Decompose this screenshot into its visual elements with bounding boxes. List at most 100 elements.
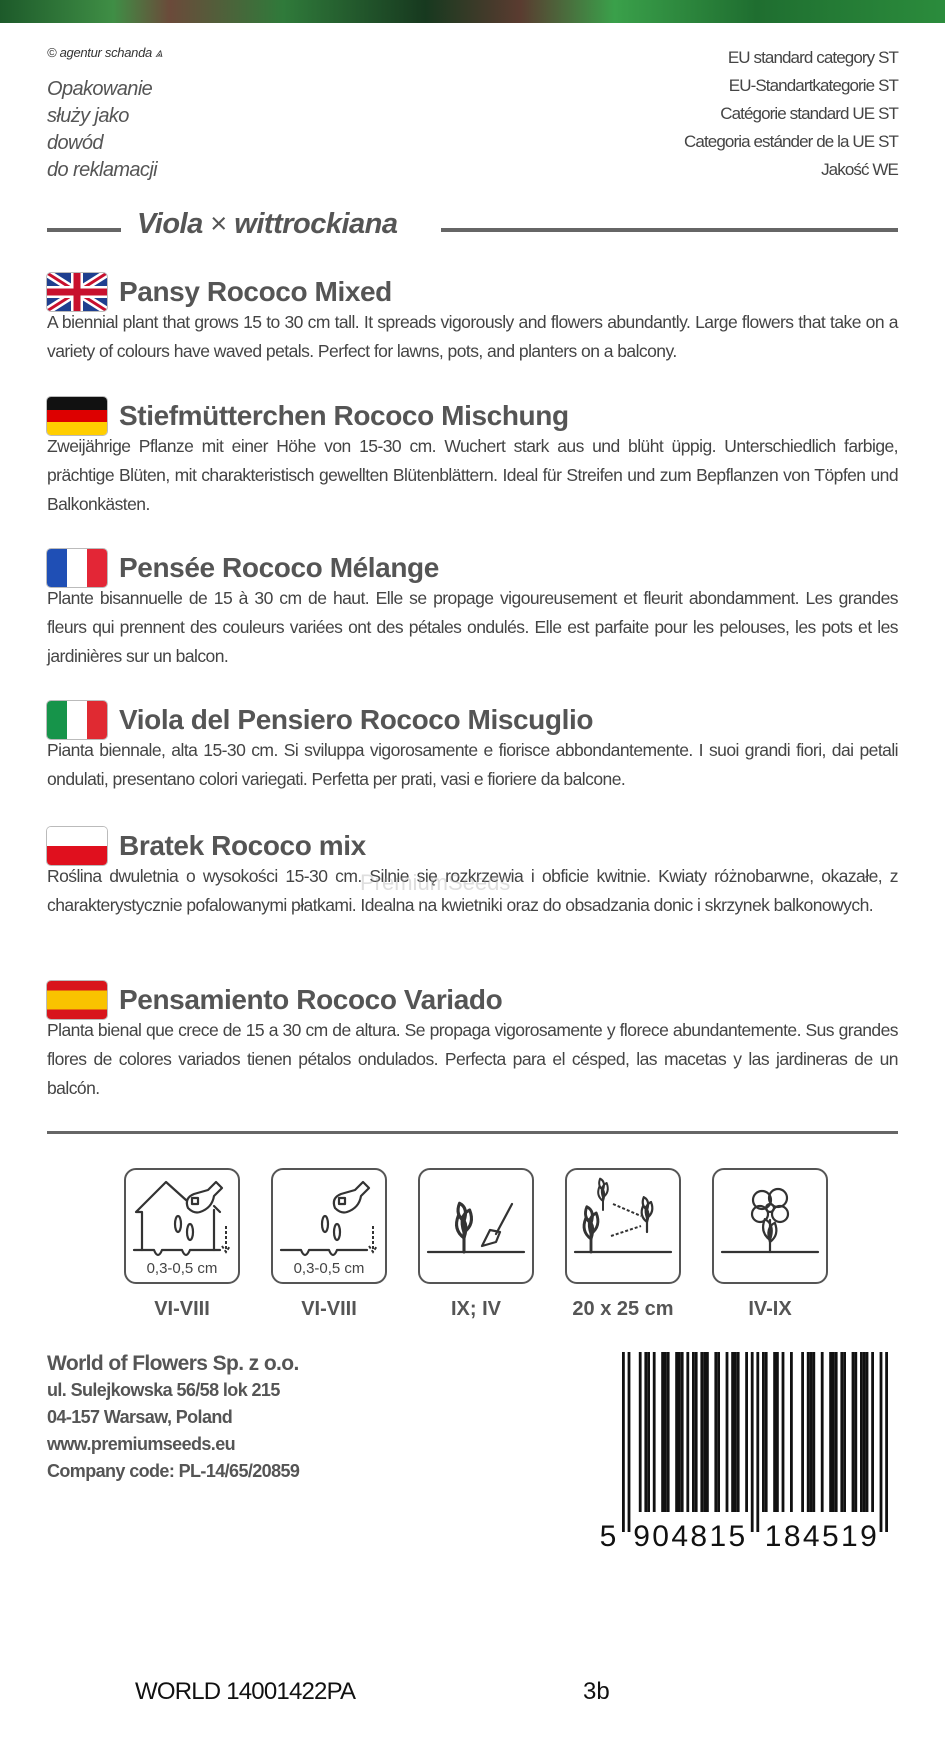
sowing-outdoor-icon: 0,3-0,5 cm <box>271 1168 387 1284</box>
barcode: 5 904815 184519 <box>600 1352 888 1550</box>
barcode-bar <box>714 1352 718 1512</box>
divider <box>47 1131 898 1134</box>
section-text: Plante bisannuelle de 15 à 30 cm de haut… <box>47 588 899 666</box>
plant-spacing-icon <box>565 1168 681 1284</box>
barcode-bar <box>820 1352 824 1512</box>
section-header: Pensamiento Rococo Variado <box>47 980 898 1020</box>
barcode-bar <box>686 1352 690 1512</box>
italy-flag-icon <box>47 701 107 739</box>
note-line: dowód <box>47 132 104 154</box>
product-photo-strip <box>0 0 945 23</box>
barcode-bar <box>717 1352 720 1512</box>
barcode-bar <box>790 1352 793 1512</box>
company-city: 04-157 Warsaw, Poland <box>47 1407 233 1427</box>
poland-flag-icon <box>47 827 107 865</box>
barcode-bar <box>652 1352 656 1512</box>
section-title: Pensamiento Rococo Variado <box>119 984 503 1015</box>
section-text: Zweijährige Pflanze mit einer Höhe von 1… <box>47 436 899 514</box>
barcode-bar <box>806 1352 810 1512</box>
barcode-bar <box>622 1352 625 1532</box>
barcode-bar <box>851 1352 855 1512</box>
spain-flag-icon <box>47 981 107 1019</box>
section-text: Pianta biennale, alta 15-30 cm. Si svilu… <box>47 740 899 789</box>
barcode-bar <box>764 1352 768 1512</box>
sowing-depth: 0,3-0,5 cm <box>147 1260 218 1277</box>
section-header: Stiefmütterchen Rococo Mischung <box>47 396 898 436</box>
divider <box>441 228 898 232</box>
company-info: World of Flowers Sp. z o.o. ul. Sulejkow… <box>47 1350 300 1485</box>
barcode-bar <box>776 1352 779 1512</box>
barcode-bar <box>661 1352 664 1512</box>
company-website: www.premiumseeds.eu <box>47 1434 236 1454</box>
lot-number: 3b <box>583 1678 610 1705</box>
barcode-bar <box>781 1352 785 1512</box>
barcode-digits-left: 904815 <box>633 1520 745 1550</box>
note-line: Opakowanie <box>47 78 153 100</box>
section-header: Pansy Rococo Mixed <box>47 272 898 312</box>
eu-line: Jakość WE <box>821 160 899 179</box>
barcode-bar <box>750 1352 754 1532</box>
photo-credit: © agentur schanda ⩓ <box>47 45 163 60</box>
icon-label: IV-IX <box>748 1298 792 1320</box>
transplanting-icon <box>418 1168 534 1284</box>
note-line: do reklamacji <box>47 159 158 181</box>
company-code: Company code: PL-14/65/20859 <box>47 1461 300 1481</box>
barcode-bar <box>731 1352 734 1512</box>
section-title: Pansy Rococo Mixed <box>119 276 392 307</box>
barcode-bar <box>678 1352 681 1512</box>
description-section-fr: Pensée Rococo Mélange Plante bisannuelle… <box>47 548 899 671</box>
barcode-bar <box>773 1352 776 1512</box>
barcode-bar <box>840 1352 844 1512</box>
barcode-bar <box>809 1352 813 1512</box>
section-header: Viola del Pensiero Rococo Miscuglio <box>47 700 898 740</box>
barcode-digits-first: 5 <box>600 1520 617 1550</box>
barcode-bar <box>745 1352 748 1512</box>
icon-label: IX; IV <box>450 1298 501 1320</box>
latin-name: Viola × wittrockiana <box>137 208 398 240</box>
eu-line: Categoria estánder de la UE ST <box>684 132 899 151</box>
barcode-bar <box>703 1352 706 1512</box>
section-title: Stiefmütterchen Rococo Mischung <box>119 400 569 431</box>
barcode-bar <box>879 1352 883 1532</box>
section-title: Pensée Rococo Mélange <box>119 552 439 583</box>
barcode-bar <box>700 1352 704 1512</box>
barcode-bar <box>627 1352 631 1532</box>
barcode-bar <box>644 1352 648 1512</box>
note-line: służy jako <box>47 105 129 127</box>
section-header: Pensée Rococo Mélange <box>47 548 898 588</box>
barcode-bar <box>860 1352 863 1512</box>
barcode-bar <box>638 1352 642 1512</box>
barcode-bar <box>734 1352 737 1512</box>
barcode-bar <box>854 1352 858 1512</box>
germany-flag-icon <box>47 397 107 435</box>
section-title: Bratek Rococo mix <box>119 830 366 861</box>
eu-line: Catégorie standard UE ST <box>720 104 899 123</box>
barcode-bar <box>664 1352 667 1512</box>
eu-line: EU-Standartkategorie ST <box>728 76 899 95</box>
barcode-bar <box>871 1352 874 1512</box>
barcode-bar <box>843 1352 846 1512</box>
description-section-es: Pensamiento Rococo Variado Planta bienal… <box>47 980 899 1103</box>
barcode-bar <box>680 1352 684 1512</box>
barcode-bar <box>736 1352 740 1512</box>
company-street: ul. Sulejkowska 56/58 lok 215 <box>47 1380 280 1400</box>
barcode-bar <box>756 1352 760 1532</box>
barcode-bar <box>675 1352 678 1512</box>
barcode-bar <box>694 1352 698 1512</box>
eu-line: EU standard category ST <box>727 48 899 67</box>
description-section-pl: Bratek Rococo mix Roślina dwuletnia o wy… <box>47 826 899 920</box>
icon-label: VI-VIII <box>154 1298 210 1320</box>
eu-category: EU standard category ST EU-Standartkateg… <box>684 44 899 184</box>
description-section-it: Viola del Pensiero Rococo Miscuglio Pian… <box>47 700 899 794</box>
schanda-logo-icon: ⩓ <box>155 45 163 60</box>
section-text: Roślina dwuletnia o wysokości 15-30 cm. … <box>47 866 899 915</box>
barcode-bar <box>762 1352 765 1512</box>
barcode-bar <box>666 1352 670 1512</box>
barcode-bar <box>812 1352 816 1512</box>
barcode-bar <box>801 1352 804 1512</box>
barcode-digits-right: 184519 <box>765 1520 877 1550</box>
description-section-en: Pansy Rococo Mixed A biennial plant that… <box>47 272 899 366</box>
uk-flag-icon <box>47 273 107 311</box>
barcode-bar <box>706 1352 709 1512</box>
barcode-bar <box>692 1352 695 1512</box>
